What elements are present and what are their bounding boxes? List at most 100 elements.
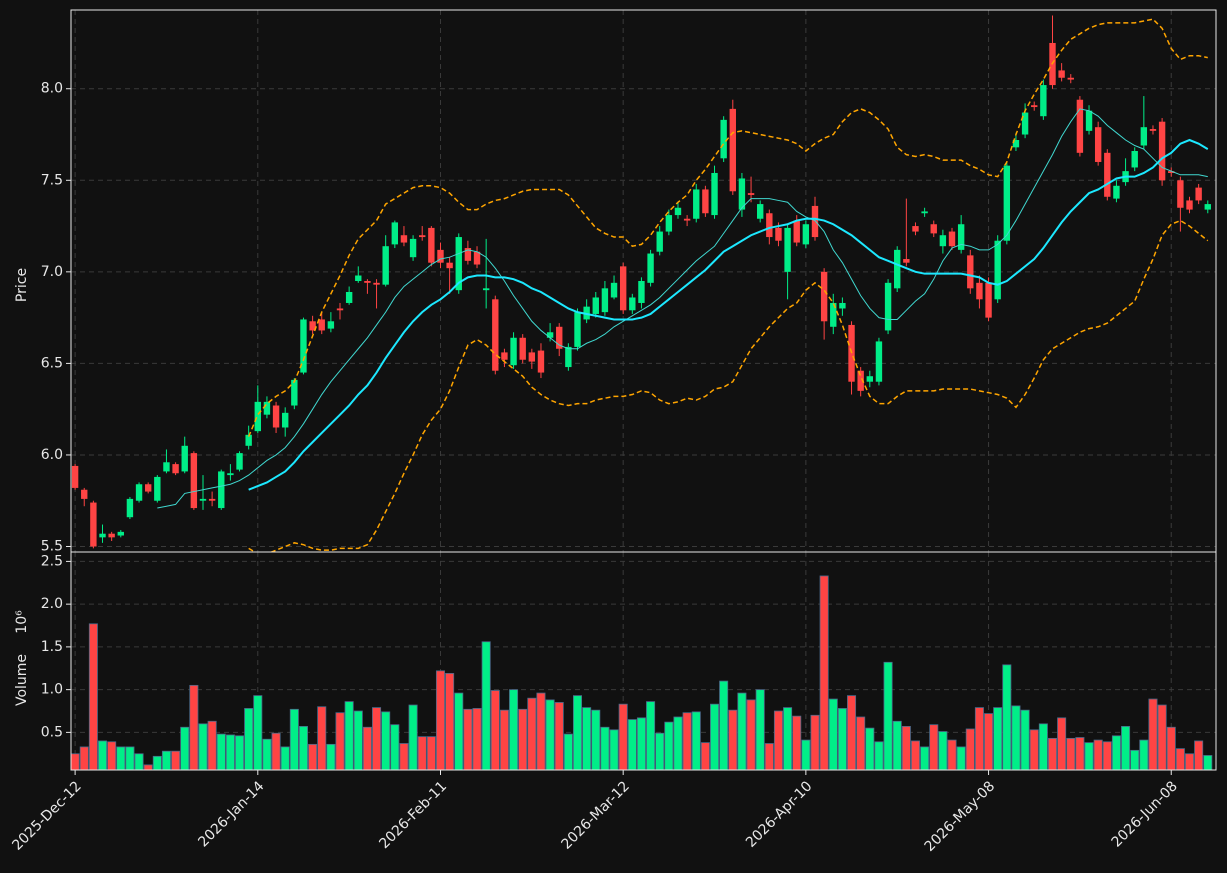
volume-bar [326,743,336,771]
volume-bar [563,733,573,771]
y-tick-label: 6.0 [41,447,63,463]
candle-body [638,281,645,303]
candle-body [519,337,526,360]
volume-offset: 10⁶ [14,610,30,634]
volume-bar [545,699,555,771]
volume-bar [143,764,153,771]
candle-body [784,227,791,272]
volume-bar [746,699,756,771]
candle-body [227,473,234,476]
volume-bar [728,709,738,771]
volume-bar [463,708,473,771]
volume-bar [627,719,637,771]
volume-bar [518,708,528,771]
volume-bar [235,735,245,771]
candle-body [446,262,453,269]
indicator-line [247,18,1208,437]
volume-bar [161,750,171,771]
candle-body [766,213,773,238]
candle-body [126,498,134,518]
candle-body [921,211,928,214]
candle-body [364,281,371,283]
candle-body [1003,165,1011,241]
volume-panel-frame [70,551,1217,771]
volume-bar [490,690,500,771]
volume-bar [920,746,930,771]
volume-bar [865,727,875,771]
volume-bar [993,707,1003,771]
volume-bar [88,623,98,771]
volume-bar [1066,737,1076,771]
volume-bar [974,707,984,771]
y-tick-label: 2.5 [41,553,63,569]
candle-body [574,312,581,347]
volume-bar [883,661,893,771]
volume-bar [527,697,537,771]
volume-bar [107,741,117,771]
volume-bar [536,692,546,771]
volume-bar [216,733,226,771]
candle-body [967,255,974,289]
volume-bar [691,711,701,771]
volume-bar [1038,723,1048,771]
volume-bar [710,703,720,771]
candle-body [756,204,764,219]
candle-body [428,227,435,263]
candle-body [245,434,252,446]
candle-body [738,178,746,210]
volume-bar [1148,698,1158,771]
candle-body [327,321,335,329]
candle-body [848,324,855,382]
candle-body [1177,180,1184,208]
volume-bar [664,721,674,771]
candle-body [282,412,289,428]
candle-body [135,484,143,501]
volume-bar [1020,709,1030,771]
volume-axis-label: Volume [14,654,30,706]
volume-bar [874,741,884,771]
candle-body [830,302,837,327]
candle-body [71,465,79,488]
volume-bar [1184,753,1195,771]
candle-body [254,401,261,432]
candle-body [318,319,325,331]
y-tick-label: 7.0 [41,264,63,280]
candle-body [930,224,937,234]
volume-bar [344,701,354,771]
volume-bar [335,712,345,771]
candle-body [309,321,316,331]
volume-bar [819,575,829,771]
candle-body [1204,204,1211,210]
volume-bar [1102,741,1112,771]
volume-bar [1047,737,1058,771]
volume-bar [79,746,89,771]
candle-body [894,249,901,289]
candle-body [729,108,736,192]
volume-bar [837,708,847,771]
volume-bar [1029,729,1039,771]
candle-body [1149,129,1157,131]
volume-bar [399,743,409,771]
volume-bar [956,746,966,771]
candle-body [291,379,298,406]
candle-body [629,297,636,311]
volume-bar [682,712,692,771]
candle-body [236,453,243,470]
candle-body [501,352,508,360]
volume-bar [737,692,747,771]
candle-body [976,282,983,300]
candle-body [592,297,599,314]
candle-body [272,405,280,428]
candle-body [373,282,380,285]
volume-bar [225,734,235,771]
candle-body [839,302,846,309]
volume-bar [180,726,190,771]
volume-bar [509,689,519,771]
candle-body [492,299,499,371]
volume-bar [828,698,838,771]
volume-bar [773,710,783,771]
candle-body [948,231,956,247]
candle-body [556,326,563,349]
candle-body [1168,171,1175,173]
